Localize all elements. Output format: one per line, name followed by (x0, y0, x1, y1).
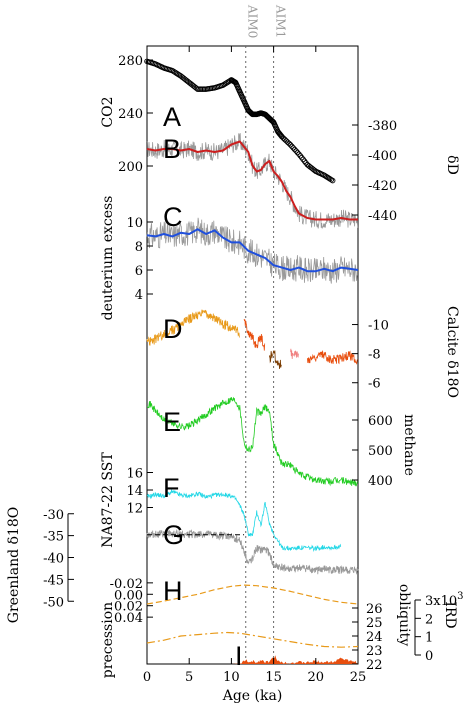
co2-point (286, 140, 292, 147)
ird-area (147, 655, 358, 664)
sst-tick-label: 12 (126, 502, 143, 517)
x-tick-label: 5 (185, 670, 193, 685)
greenland-tick-label: -30 (43, 508, 64, 523)
dexcess-tick-label: 8 (135, 240, 143, 255)
x-tick-label: 20 (308, 670, 325, 685)
ird-tick-label: 2 (425, 612, 433, 627)
dD-tick-label: -380 (368, 119, 397, 134)
methane-axis-title: methane (401, 414, 417, 476)
calcite-tick-label: -8 (368, 348, 381, 363)
greenland-tick-label: -35 (43, 530, 64, 545)
sst-line (146, 488, 342, 553)
dD-tick-label: -440 (368, 209, 397, 224)
methane-tick-label: 400 (368, 474, 393, 489)
dexcess-smooth-line (146, 228, 359, 273)
panel-letter-D: D (163, 314, 183, 344)
x-tick-label: 25 (350, 670, 367, 685)
calcite-line (290, 348, 299, 360)
dexcess-tick-label: 4 (135, 288, 143, 303)
precession-line (146, 584, 359, 605)
panel-letter-F: F (163, 473, 180, 503)
dexcess-tick-label: 6 (135, 264, 143, 279)
x-tick-label: 15 (265, 670, 282, 685)
event-label: AIM0 (246, 4, 260, 38)
series-layer (144, 58, 359, 664)
methane-line (147, 396, 358, 487)
co2-axis-title: CO2 (100, 96, 116, 127)
x-tick-label: 10 (223, 670, 240, 685)
event-lines: AIM0 AIM1 (245, 4, 288, 664)
x-tick-label: 0 (143, 670, 151, 685)
sst-tick-label: 14 (126, 484, 143, 499)
calcite-line (307, 350, 358, 365)
x-axis-title: Age (ka) (222, 688, 283, 704)
calcite-tick-label: -10 (368, 319, 389, 334)
panel-letter-C: C (163, 202, 183, 232)
ird-axis-title: IRD (442, 601, 458, 628)
panel-letter-G: G (163, 520, 184, 550)
panel-letter-B: B (163, 134, 181, 164)
co2-tick-label: 240 (118, 107, 143, 122)
obliquity-tick-label: 24 (366, 630, 383, 645)
panel-letter-I: I (235, 641, 243, 671)
event-label: AIM1 (274, 4, 288, 38)
obliquity-tick-label: 26 (366, 602, 383, 617)
methane-tick-label: 500 (368, 444, 393, 459)
dD-tick-label: -400 (368, 149, 397, 164)
dD-axis-title: δD (444, 155, 460, 175)
greenland-tick-label: -45 (43, 573, 64, 588)
co2-point (329, 177, 336, 184)
calcite-line (269, 350, 282, 369)
calcite-line (243, 318, 266, 351)
precession-tick-label: 0.00 (114, 588, 143, 603)
co2-point (287, 142, 294, 148)
ird-tick-label: 3x103 (425, 591, 464, 609)
dexcess-tick-label: 10 (126, 216, 143, 231)
calcite-line (146, 309, 240, 346)
co2-point (291, 146, 298, 153)
co2-tick-label: 280 (118, 54, 143, 69)
greenland-tick-label: -50 (43, 595, 64, 610)
sst-axis-title: NA87-22 SST (100, 452, 116, 548)
precession-tick-label: 0.04 (114, 611, 143, 626)
dexcess-axis-title: deuterium excess (100, 196, 116, 321)
dD-raw-line (146, 133, 359, 230)
obliquity-tick-label: 25 (366, 616, 383, 631)
panel-letter-E: E (163, 407, 181, 437)
methane-tick-label: 600 (368, 414, 393, 429)
precession-tick-label: -0.02 (110, 577, 143, 592)
calcite-axis-title: Calcite δ18O (444, 306, 460, 398)
dexcess-raw-line (146, 217, 358, 284)
obliquity-tick-label: 22 (366, 658, 383, 673)
greenland-axis-title: Greenland δ18O (6, 507, 22, 623)
obliquity-line (146, 631, 359, 648)
ird-tick-label: 0 (425, 649, 433, 664)
panel-letter-H: H (163, 576, 183, 606)
co2-point (293, 148, 299, 154)
co2-point (294, 149, 301, 156)
calcite-tick-label: -6 (368, 377, 381, 392)
panel-letter-A: A (163, 102, 181, 132)
co2-point (290, 145, 297, 151)
precession-axis-title: precession (100, 602, 116, 678)
co2-point (311, 167, 318, 173)
greenland-tick-label: -40 (43, 552, 64, 567)
greenland-line (146, 529, 359, 575)
dD-smooth-line (146, 140, 358, 221)
sst-tick-label: 16 (126, 467, 143, 482)
obliquity-axis-title: obliquity (396, 584, 412, 646)
co2-tick-label: 200 (118, 160, 143, 175)
ird-tick-exponent: 3 (457, 591, 463, 602)
obliquity-tick-label: 23 (366, 644, 383, 659)
dD-tick-label: -420 (368, 179, 397, 194)
co2-point (289, 143, 295, 150)
precession-tick-label: 0.02 (114, 600, 143, 615)
ird-tick-label: 1 (425, 631, 433, 646)
